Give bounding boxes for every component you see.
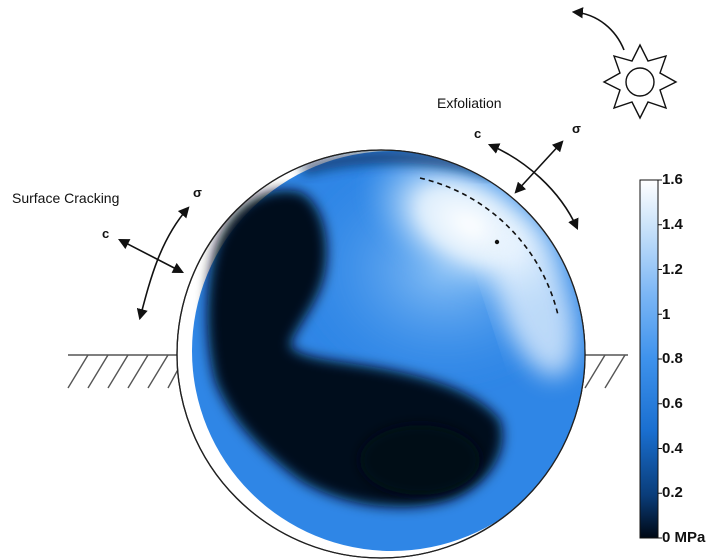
colorbar-tick-label: 0.2	[662, 484, 683, 501]
colorbar-tick-label: 0 MPa	[662, 529, 706, 546]
colorbar-tick-label: 1.2	[662, 261, 683, 278]
colorbar-tick-label: 1	[662, 306, 671, 323]
sigma-label-left: σ	[193, 185, 202, 200]
colorbar-tick-label: 0.8	[662, 350, 683, 367]
c-label-left: c	[102, 226, 110, 241]
rotation-arrow-icon	[571, 7, 625, 51]
c-label-right: c	[474, 126, 482, 141]
colorbar-tick-label: 0.6	[662, 395, 683, 412]
colorbar-tick-label: 1.6	[662, 171, 683, 188]
colorbar	[639, 179, 662, 539]
colorbar-tick-label: 0.4	[662, 440, 683, 457]
exfoliation-label: Exfoliation	[437, 95, 502, 111]
stress-cross-left-icon	[118, 206, 190, 321]
sigma-label-right: σ	[572, 121, 581, 136]
boulder-stress-map	[176, 149, 586, 559]
sun-icon	[602, 43, 678, 120]
stress-cross-right-icon	[487, 140, 579, 231]
surface-cracking-label: Surface Cracking	[12, 190, 120, 206]
ground-hatch-icon	[67, 354, 628, 389]
colorbar-tick-label: 1.4	[662, 216, 683, 233]
